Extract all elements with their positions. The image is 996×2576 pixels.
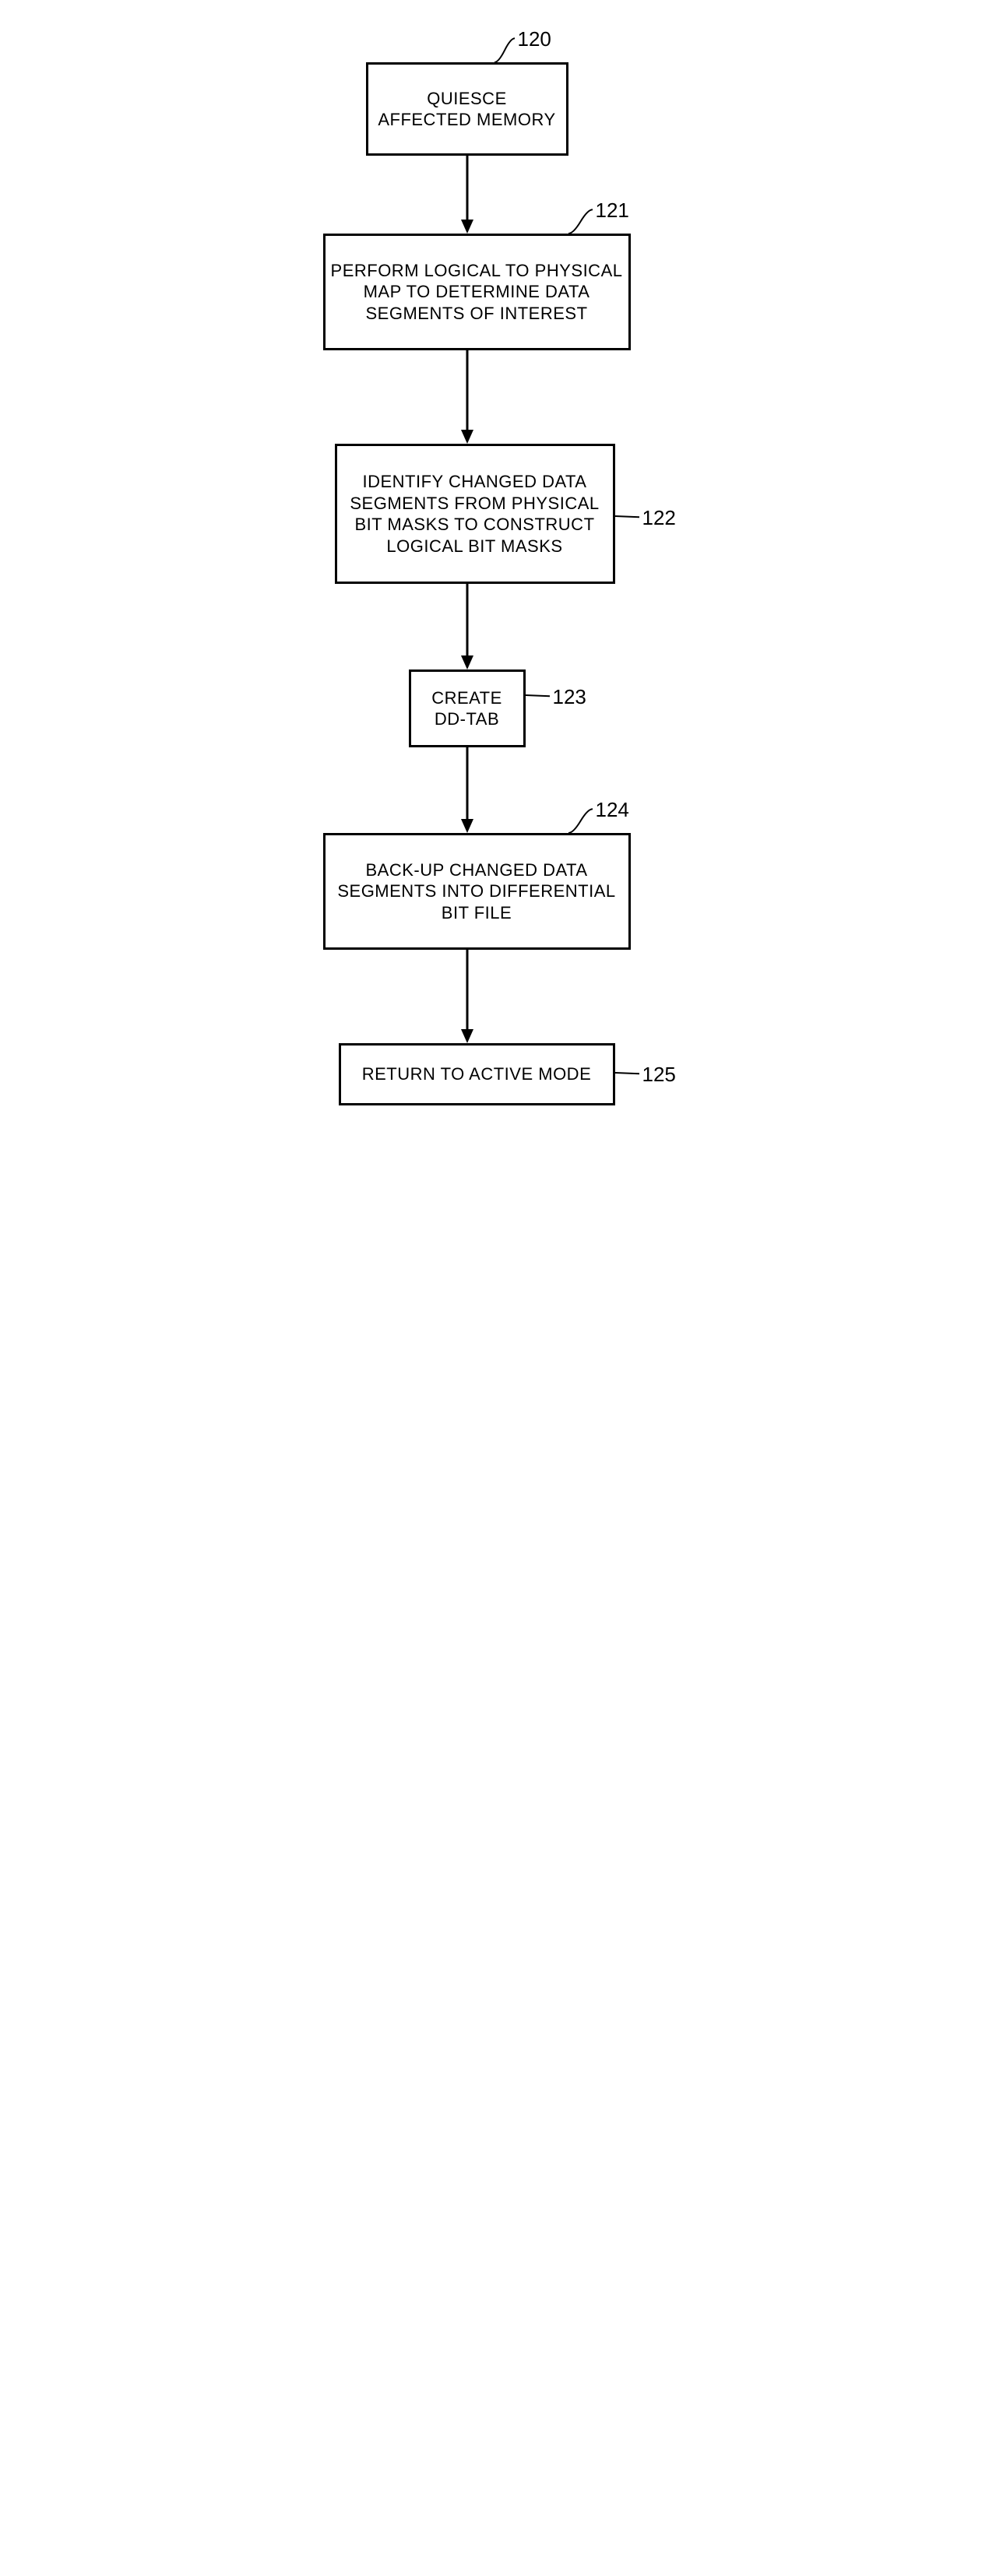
flow-node-n123: CREATE DD-TAB xyxy=(409,669,526,747)
callout-label: 122 xyxy=(642,506,676,530)
callout-leader xyxy=(615,516,639,517)
flow-node-text: BACK-UP CHANGED DATA SEGMENTS INTO DIFFE… xyxy=(337,859,615,924)
flow-node-n120: QUIESCE AFFECTED MEMORY xyxy=(366,62,568,156)
flow-node-n124: BACK-UP CHANGED DATA SEGMENTS INTO DIFFE… xyxy=(323,833,631,950)
callout-leader xyxy=(568,209,593,234)
flow-node-n122: IDENTIFY CHANGED DATA SEGMENTS FROM PHYS… xyxy=(335,444,615,584)
flow-node-text: CREATE DD-TAB xyxy=(431,687,502,730)
flow-node-text: RETURN TO ACTIVE MODE xyxy=(362,1063,592,1085)
flowchart-container: QUIESCE AFFECTED MEMORY PERFORM LOGICAL T… xyxy=(280,31,716,1168)
callout-label: 120 xyxy=(518,27,551,51)
flow-arrows xyxy=(280,31,716,1168)
flow-node-text: PERFORM LOGICAL TO PHYSICAL MAP TO DETER… xyxy=(331,260,623,325)
callout-label: 123 xyxy=(553,685,586,709)
flow-node-text: QUIESCE AFFECTED MEMORY xyxy=(378,88,555,131)
callout-label: 124 xyxy=(596,798,629,822)
callout-leader xyxy=(526,695,550,696)
flow-node-text: IDENTIFY CHANGED DATA SEGMENTS FROM PHYS… xyxy=(350,471,599,557)
callout-label: 125 xyxy=(642,1063,676,1087)
flow-node-n121: PERFORM LOGICAL TO PHYSICAL MAP TO DETER… xyxy=(323,234,631,350)
flow-node-n125: RETURN TO ACTIVE MODE xyxy=(339,1043,615,1105)
callout-leader xyxy=(615,1073,639,1074)
callout-leader xyxy=(494,38,515,62)
callout-label: 121 xyxy=(596,199,629,223)
callout-leader xyxy=(568,809,593,833)
